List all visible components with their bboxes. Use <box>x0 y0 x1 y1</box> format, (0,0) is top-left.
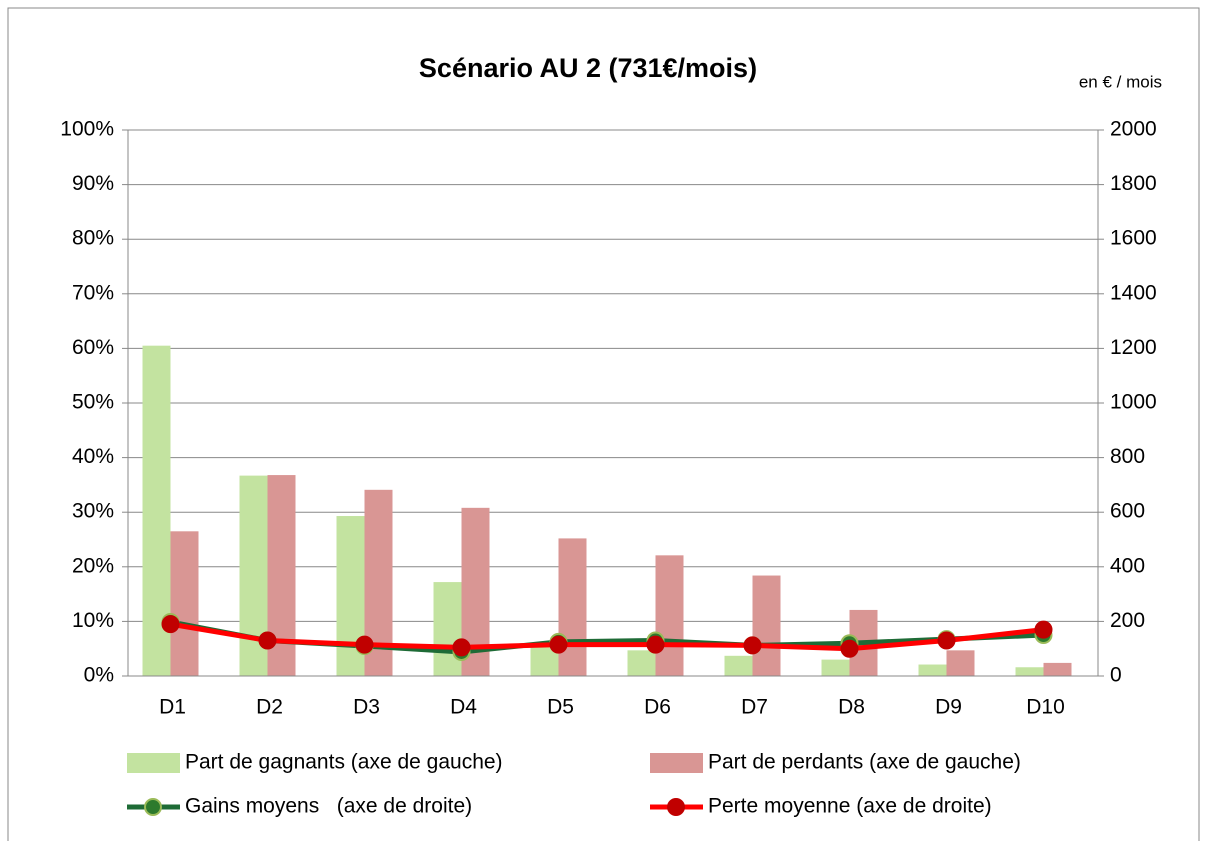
bar <box>558 538 587 676</box>
bar <box>946 650 975 676</box>
y-tick-label: 60% <box>72 336 114 359</box>
chart-title: Scénario AU 2 (731€/mois) <box>419 53 757 83</box>
marker <box>161 615 180 634</box>
chart-border <box>7 7 1200 841</box>
legend-marker <box>144 798 162 816</box>
marker <box>743 636 762 655</box>
marker <box>1034 620 1053 639</box>
marker <box>549 635 568 654</box>
legend-swatch <box>650 753 703 773</box>
x-tick-label: D1 <box>159 696 186 719</box>
y-tick-label: 80% <box>72 227 114 250</box>
y2-tick-label: 1600 <box>1110 227 1157 250</box>
marker <box>840 639 859 658</box>
bar <box>433 582 462 676</box>
legend-label: Part de gagnants (axe de gauche) <box>185 751 503 774</box>
bar <box>170 531 199 676</box>
y-tick-label: 0% <box>84 664 114 687</box>
y-tick-label: 90% <box>72 172 114 195</box>
legend-label: Perte moyenne (axe de droite) <box>708 795 992 818</box>
bar <box>752 575 781 676</box>
annotation: en € / mois <box>1079 72 1162 91</box>
line <box>170 621 1044 652</box>
bar <box>627 650 656 676</box>
x-tick-label: D6 <box>644 696 671 719</box>
y2-tick-label: 800 <box>1110 445 1145 468</box>
marker <box>355 635 374 654</box>
x-tick-label: D3 <box>353 696 380 719</box>
bar <box>655 555 684 676</box>
y-tick-label: 50% <box>72 391 114 414</box>
legend-label: Part de perdants (axe de gauche) <box>708 751 1021 774</box>
x-tick-label: D4 <box>450 696 477 719</box>
marker <box>258 631 277 650</box>
y2-tick-label: 400 <box>1110 554 1145 577</box>
y2-tick-label: 200 <box>1110 609 1145 632</box>
y2-tick-label: 1400 <box>1110 281 1157 304</box>
y2-tick-label: 1800 <box>1110 172 1157 195</box>
x-tick-label: D9 <box>935 696 962 719</box>
x-tick-label: D5 <box>547 696 574 719</box>
x-tick-label: D2 <box>256 696 283 719</box>
y-tick-label: 10% <box>72 609 114 632</box>
x-tick-label: D7 <box>741 696 768 719</box>
x-tick-label: D10 <box>1026 696 1065 719</box>
bar <box>1043 662 1072 676</box>
y-tick-label: 30% <box>72 500 114 523</box>
bar <box>1015 667 1044 676</box>
y2-tick-label: 600 <box>1110 500 1145 523</box>
marker <box>646 635 665 654</box>
marker <box>937 631 956 650</box>
bar <box>918 664 947 676</box>
marker <box>452 638 471 657</box>
legend-label: Gains moyens (axe de droite) <box>185 795 472 818</box>
y-tick-label: 100% <box>60 118 114 141</box>
bar <box>821 659 850 676</box>
y-tick-label: 70% <box>72 281 114 304</box>
legend-swatch <box>127 753 180 773</box>
y2-tick-label: 0 <box>1110 664 1122 687</box>
y2-tick-label: 1200 <box>1110 336 1157 359</box>
y-tick-label: 20% <box>72 554 114 577</box>
legend-marker <box>667 798 685 816</box>
y-tick-label: 40% <box>72 445 114 468</box>
bar <box>724 655 753 676</box>
x-tick-label: D8 <box>838 696 865 719</box>
y2-tick-label: 2000 <box>1110 118 1157 141</box>
y2-tick-label: 1000 <box>1110 391 1157 414</box>
